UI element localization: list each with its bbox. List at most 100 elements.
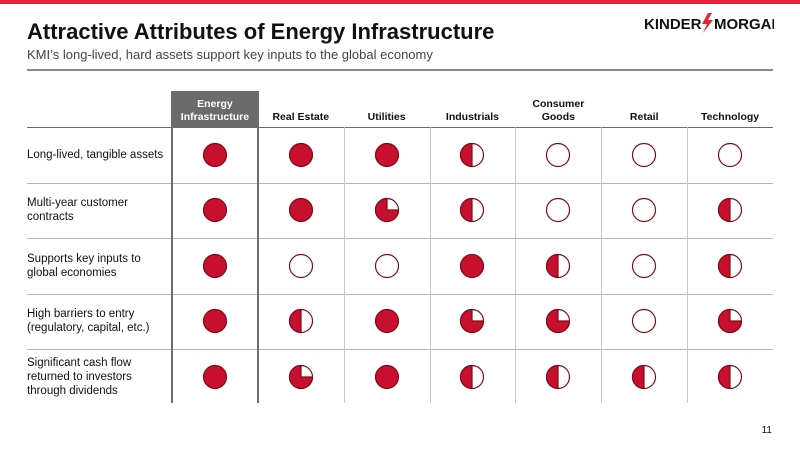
column-header-line: Infrastructure: [180, 110, 250, 123]
full-circle-icon: [202, 253, 228, 278]
row-label-line: Multi-year customer: [27, 197, 128, 210]
rating-cell: [687, 183, 773, 239]
harvey-ball-outline: [202, 253, 228, 278]
column-header-line: Energy: [197, 98, 233, 110]
harvey-ball-outline: [374, 142, 399, 167]
rating-cell: [172, 294, 258, 350]
harvey-ball-outline: [374, 253, 399, 278]
rating-cell: [515, 294, 601, 350]
rating-cell: [430, 238, 516, 294]
half-circle-icon: [288, 309, 313, 334]
column-header-line: Goods: [541, 110, 575, 123]
column-header: Technology: [687, 91, 773, 127]
rating-cell: [344, 349, 430, 405]
row-divider: [27, 293, 773, 295]
harvey-ball-fill: [460, 364, 474, 389]
rating-cell: [258, 238, 344, 294]
harvey-ball-outline: [632, 198, 657, 223]
rating-cell: [687, 294, 773, 350]
column-divider: [171, 91, 173, 403]
harvey-ball-outline: [374, 364, 399, 389]
harvey-ball-outline: [288, 198, 313, 223]
full-circle-icon: [202, 309, 228, 334]
harvey-ball-fill: [546, 253, 559, 278]
rating-cell: [172, 183, 258, 239]
harvey-ball-outline: [632, 309, 657, 334]
rating-cell: [601, 294, 687, 350]
rating-cell: [258, 294, 344, 350]
half-circle-icon: [460, 198, 485, 223]
row-label: Multi-year customer contracts: [27, 183, 168, 239]
harvey-ball-fill: [718, 253, 731, 278]
empty-circle-icon: [717, 142, 743, 167]
harvey-ball-outline: [374, 309, 399, 334]
empty-circle-icon: [288, 253, 313, 278]
harvey-ball-outline: [717, 142, 743, 167]
harvey-ball-outline: [546, 142, 571, 167]
row-label-line: Long-lived, tangible assets: [27, 148, 164, 161]
row-divider: [27, 349, 773, 350]
half-circle-icon: [717, 253, 743, 278]
rating-cell: [172, 127, 258, 183]
half-circle-icon: [632, 364, 657, 389]
rating-cell: [344, 127, 430, 183]
column-divider: [256, 91, 259, 403]
rating-cell: [430, 294, 516, 350]
row-label: Supports key inputs to global economies: [27, 238, 168, 294]
rating-cell: [515, 183, 601, 239]
full-circle-icon: [202, 198, 228, 223]
half-circle-icon: [546, 364, 571, 389]
logo-text-right: MORGAN: [714, 16, 774, 33]
kinder-morgan-logo: KINDER MORGAN: [644, 13, 774, 33]
rating-cell: [687, 127, 773, 183]
rating-cell: [344, 238, 430, 294]
rating-cell: [430, 127, 516, 183]
empty-circle-icon: [546, 198, 571, 223]
harvey-ball-fill: [374, 198, 399, 223]
three-quarter-circle-icon: [288, 364, 313, 389]
rating-cell: [344, 183, 430, 239]
row-label-line: (regulatory, capital, etc.): [27, 322, 150, 335]
full-circle-icon: [202, 364, 228, 389]
column-header-line: Real Estate: [272, 110, 330, 123]
half-circle-icon: [460, 142, 485, 167]
harvey-ball-outline: [632, 253, 657, 278]
harvey-ball-outline: [202, 364, 228, 389]
empty-circle-icon: [546, 142, 571, 167]
rating-cell: [687, 349, 773, 405]
harvey-ball-outline: [202, 309, 228, 334]
rating-cell: [515, 127, 601, 183]
empty-circle-icon: [632, 253, 657, 278]
row-label: Long-lived, tangible assets: [27, 127, 168, 183]
harvey-ball-outline: [460, 253, 485, 278]
row-label-line: through dividends: [27, 384, 118, 397]
row-divider: [27, 127, 773, 128]
rating-cell: [515, 238, 601, 294]
harvey-ball-outline: [288, 253, 313, 278]
column-header-line: Consumer: [532, 98, 585, 110]
column-divider: [429, 127, 431, 403]
row-divider: [27, 238, 773, 239]
column-divider: [515, 127, 517, 403]
rating-cell: [430, 183, 516, 239]
top-accent-bar: [0, 0, 800, 4]
rating-cell: [172, 349, 258, 405]
harvey-ball-fill: [546, 309, 571, 334]
column-header: Consumer Goods: [515, 91, 601, 127]
harvey-ball-fill: [460, 309, 485, 334]
column-divider: [343, 127, 345, 403]
harvey-ball-outline: [632, 142, 657, 167]
empty-circle-icon: [632, 309, 657, 334]
full-circle-icon: [288, 142, 313, 167]
full-circle-icon: [288, 198, 313, 223]
full-circle-icon: [460, 253, 485, 278]
harvey-ball-outline: [288, 142, 313, 167]
empty-circle-icon: [632, 198, 657, 223]
page-title: Attractive Attributes of Energy Infrastr…: [27, 19, 495, 44]
half-circle-icon: [546, 253, 571, 278]
row-label-line: contracts: [27, 211, 74, 224]
rating-cell: [601, 127, 687, 183]
column-header-line: Utilities: [367, 110, 406, 123]
harvey-ball-fill: [288, 364, 313, 389]
rating-cell: [687, 238, 773, 294]
